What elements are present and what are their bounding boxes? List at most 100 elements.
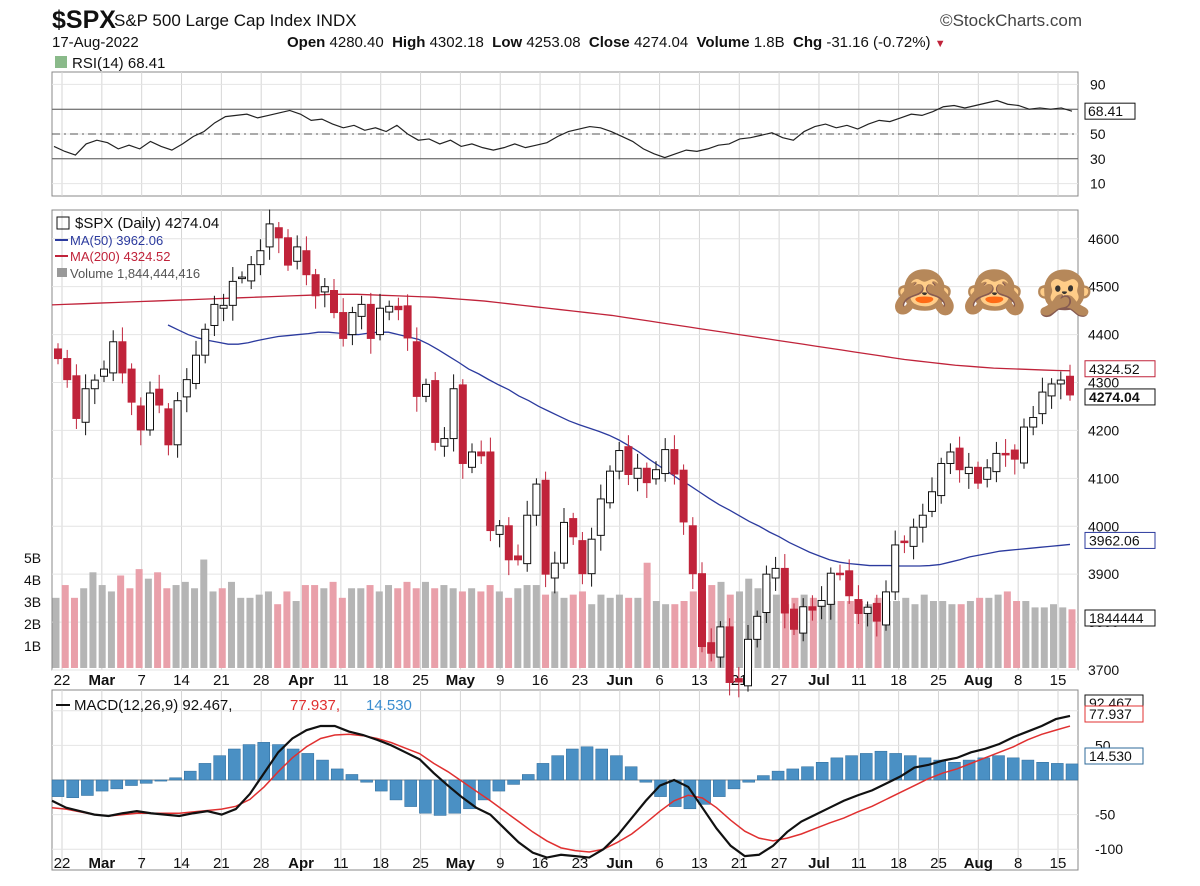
- volume-bar: [920, 594, 928, 668]
- volume-last-box: [1084, 609, 1156, 627]
- volume-bar: [329, 581, 337, 668]
- candle-body: [348, 312, 357, 336]
- volume-bar: [985, 597, 993, 668]
- volume-bar: [200, 559, 208, 668]
- volume-bar: [588, 604, 596, 668]
- volume-bar: [237, 597, 245, 668]
- candle-body: [670, 449, 679, 475]
- volume-bar: [615, 594, 623, 668]
- volume-bar: [514, 588, 522, 668]
- volume-bar: [1031, 607, 1039, 668]
- volume-bar: [551, 591, 559, 668]
- price-y-tick: 4400: [1088, 327, 1119, 343]
- price-y-tick: 4300: [1088, 375, 1119, 391]
- candle-body: [477, 451, 486, 457]
- volume-bar: [1040, 607, 1048, 668]
- x-tick-label: 6: [655, 672, 663, 689]
- volume-bar: [597, 594, 605, 668]
- candle-body: [320, 286, 329, 293]
- x-tick-label: 13: [691, 855, 708, 872]
- volume-bar: [135, 569, 143, 668]
- x-tick-label: 25: [412, 855, 429, 872]
- volume-bar: [772, 594, 780, 668]
- x-tick-label: 6: [655, 855, 663, 872]
- volume-bar: [625, 597, 633, 668]
- volume-bar: [523, 585, 531, 668]
- candle-body: [1038, 391, 1047, 415]
- rsi-title: RSI(14) 68.41: [72, 55, 165, 72]
- candle-body: [652, 469, 660, 480]
- volume-bar: [338, 597, 346, 668]
- macd-histogram-bar: [51, 779, 65, 797]
- macd-histogram-bar: [360, 779, 373, 783]
- macd-histogram-bar: [801, 766, 814, 781]
- volume-bar: [227, 581, 235, 668]
- candle-body: [698, 573, 706, 648]
- candle-body: [293, 246, 302, 262]
- macd-histogram-bar: [448, 779, 462, 814]
- candle-body: [900, 540, 909, 544]
- macd-title: MACD(12,26,9) 92.467,: [74, 697, 232, 714]
- macd-hist-legend: 14.530: [366, 697, 412, 714]
- candle-body: [330, 290, 338, 314]
- macd-histogram-bar: [110, 779, 124, 790]
- volume-bar: [98, 585, 106, 668]
- volume-y-tick: 5B: [24, 550, 41, 566]
- candle-body: [90, 379, 99, 390]
- rsi-y-tick: 10: [1090, 176, 1106, 192]
- hist-last-box: [1084, 747, 1144, 765]
- candle-body: [431, 380, 440, 443]
- candle-body: [569, 518, 578, 538]
- x-tick-label: Apr: [288, 855, 314, 872]
- macd-histogram-bar: [566, 748, 579, 781]
- volume-bar: [1068, 609, 1076, 668]
- macd-histogram-bar: [169, 777, 182, 781]
- candle-body: [182, 379, 191, 398]
- x-tick-label: 22: [54, 855, 71, 872]
- macd-histogram-bar: [551, 755, 564, 781]
- candle-body: [100, 368, 108, 377]
- x-tick-label: 13: [691, 672, 708, 689]
- price-last-box: [1084, 388, 1156, 406]
- volume-bar: [939, 601, 947, 668]
- volume-bar: [311, 585, 319, 668]
- price-y-tick: 4600: [1088, 231, 1119, 247]
- macd-histogram-bar: [977, 757, 991, 781]
- volume-bar: [763, 581, 771, 668]
- volume-bar: [1013, 601, 1021, 668]
- candle-body: [136, 405, 145, 431]
- candle-body: [633, 467, 642, 479]
- hist-last-box-text: 14.530: [1089, 748, 1132, 764]
- brand-link[interactable]: ©StockCharts.com: [940, 11, 1082, 30]
- candle-body: [799, 606, 808, 634]
- macd-histogram-bar: [286, 748, 300, 781]
- down-arrow-icon: ▼: [934, 38, 946, 50]
- candle-body: [771, 567, 780, 579]
- macd-histogram-bar: [213, 755, 226, 781]
- low-value: 4253.08: [526, 34, 581, 51]
- candle-body: [1010, 449, 1019, 460]
- x-tick-label: 25: [412, 672, 429, 689]
- volume-bar: [431, 588, 439, 668]
- volume-bar: [1022, 601, 1030, 668]
- price-y-tick: 4100: [1088, 470, 1119, 486]
- x-tick-label: 16: [532, 672, 549, 689]
- x-tick-label: 8: [1014, 855, 1022, 872]
- candle-body: [440, 438, 449, 447]
- volume-bar: [708, 585, 716, 668]
- candle-body: [541, 479, 550, 575]
- candle-body: [606, 470, 614, 504]
- candle-body: [523, 514, 532, 565]
- volume-bar: [486, 585, 494, 668]
- macd-histogram-bar: [507, 779, 520, 785]
- macd-histogram-bar: [1006, 757, 1020, 781]
- macd-y-tick: -100: [1095, 841, 1123, 857]
- price-y-tick: 4000: [1088, 518, 1119, 534]
- x-tick-label: 25: [930, 855, 947, 872]
- volume-bar: [717, 581, 725, 668]
- candle-body: [891, 544, 900, 593]
- macd-histogram-bar: [198, 763, 212, 781]
- volume-bar: [606, 597, 614, 668]
- macd-histogram-bar: [330, 768, 344, 781]
